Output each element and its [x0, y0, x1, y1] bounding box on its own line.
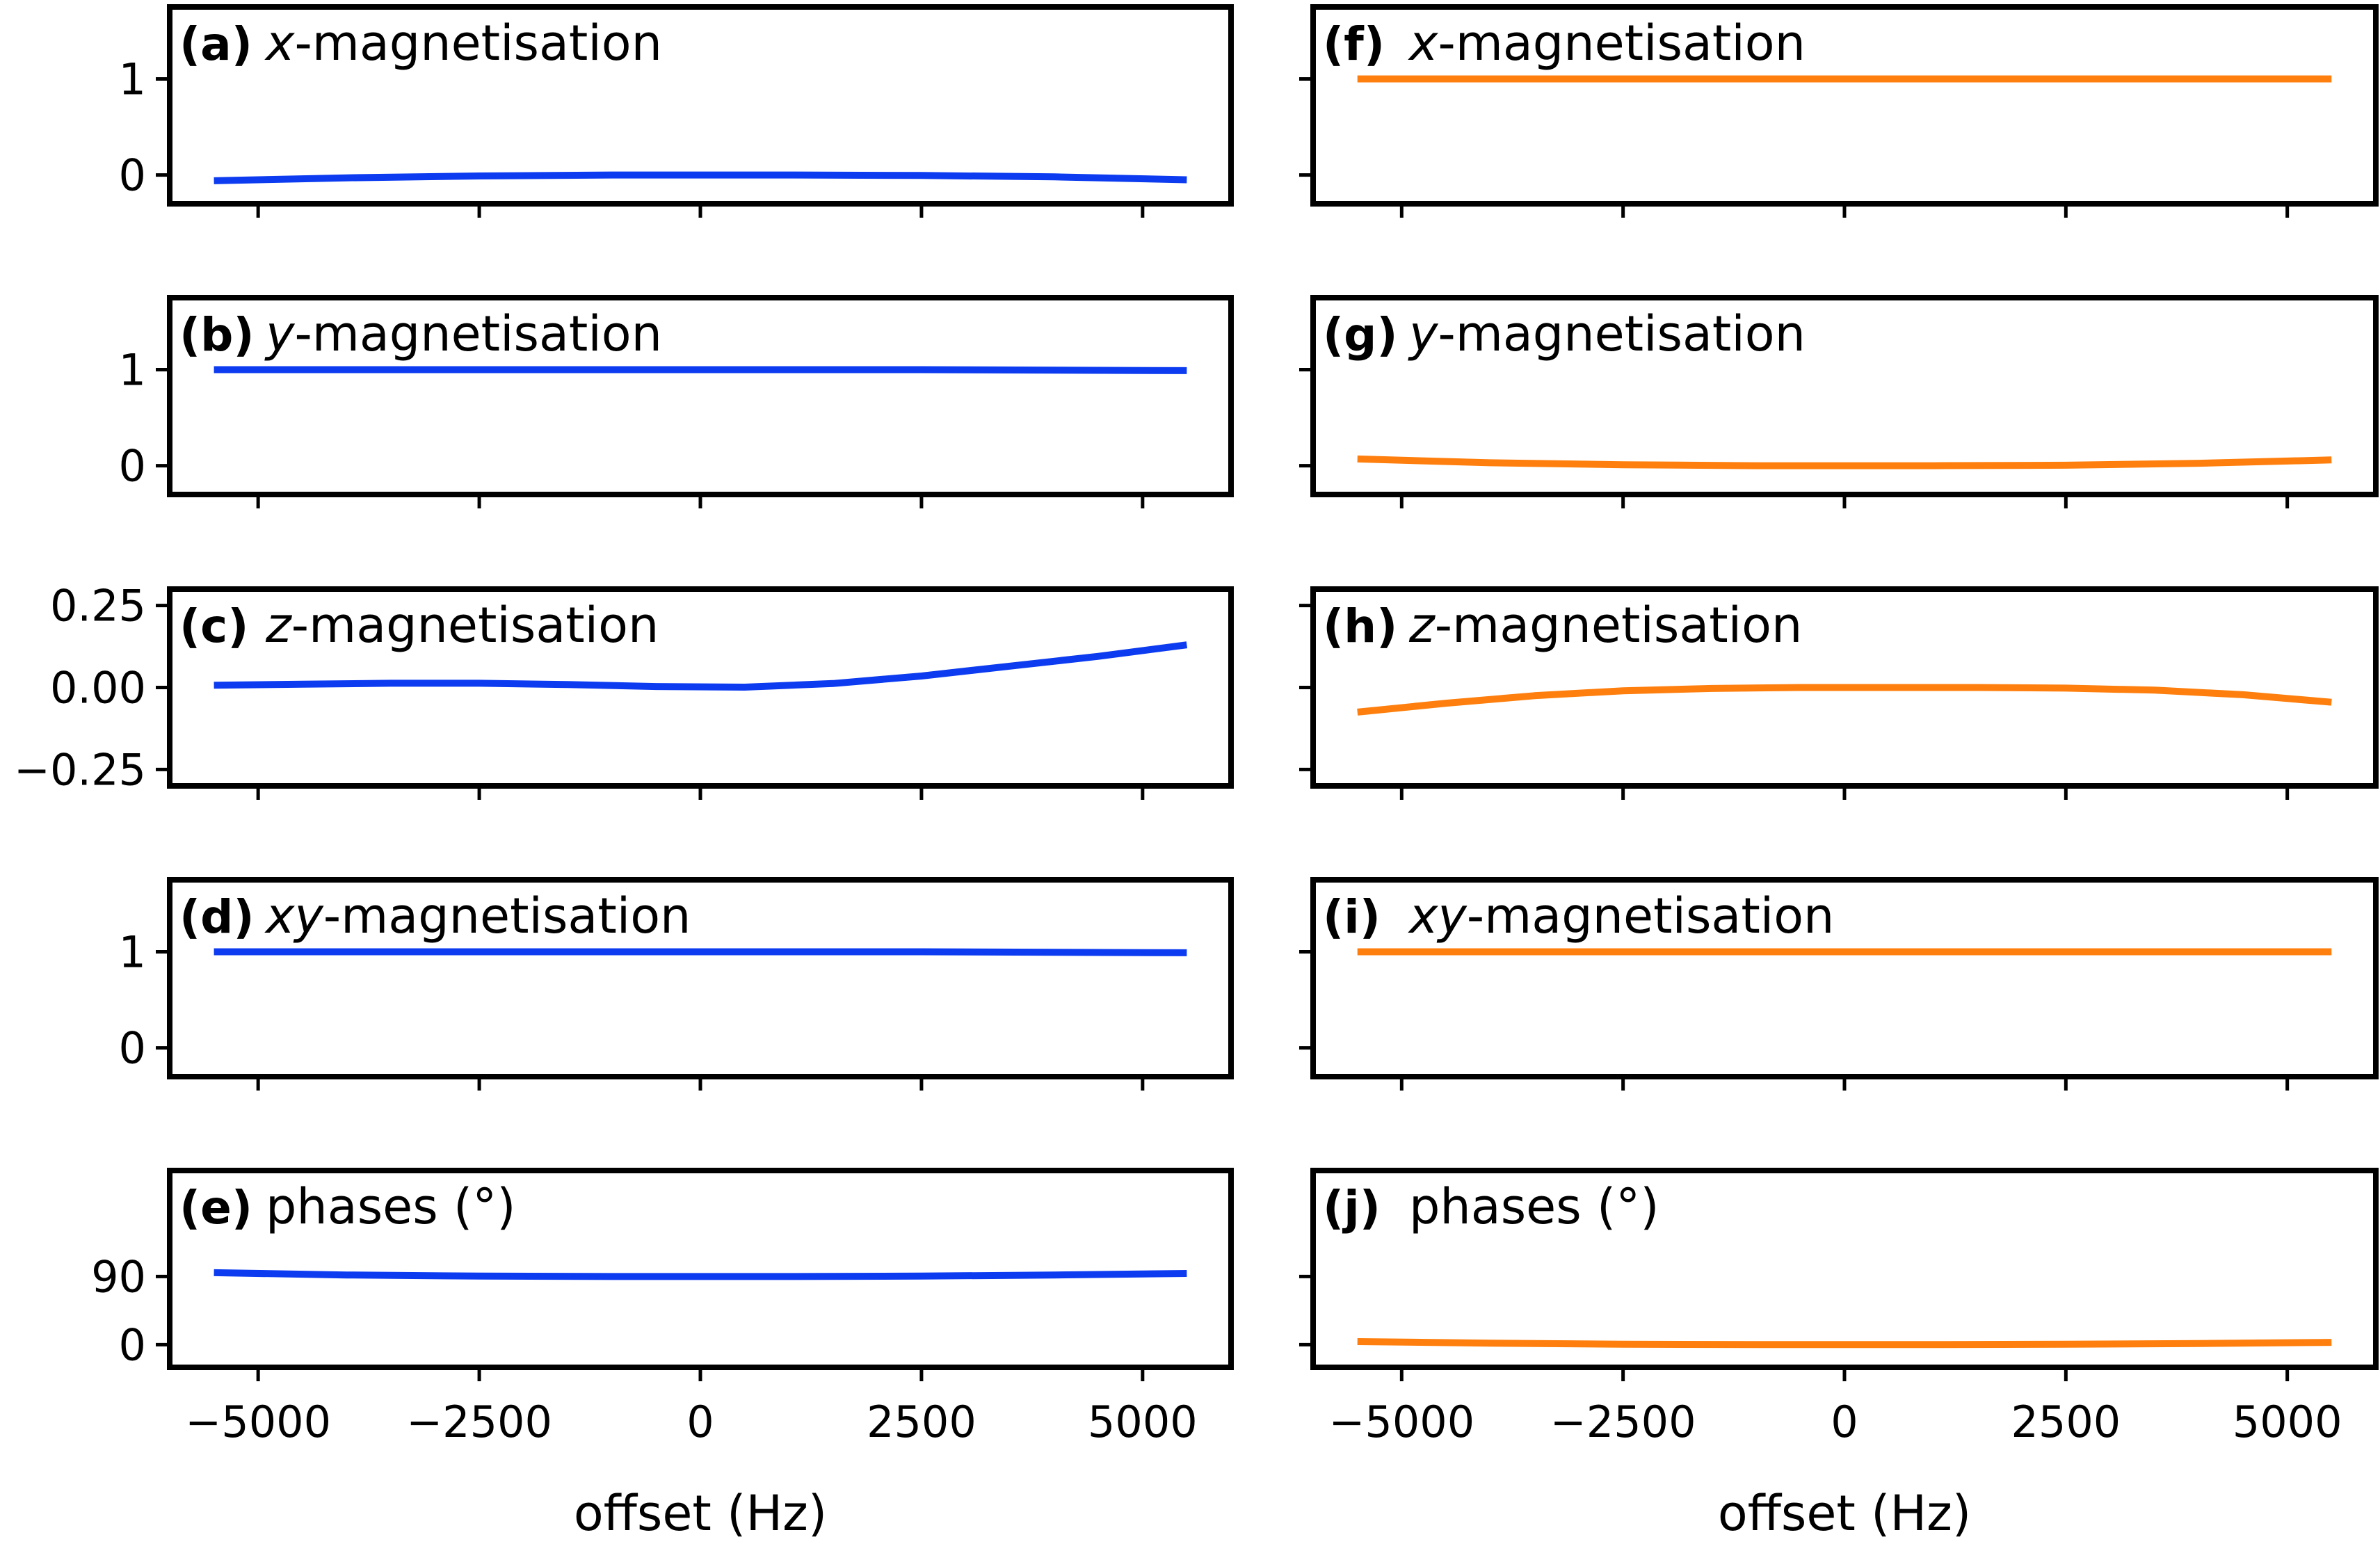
- panel-title-axis: xy: [1408, 887, 1468, 944]
- y-tick-label: 0: [119, 150, 146, 201]
- panel-left-4: 0 90 −5000 −2500 0 2500 5000 (e) phases (°): [91, 1168, 1234, 1447]
- panel-title: y-magnetisation: [264, 305, 662, 362]
- panel-title-text: -magnetisation: [323, 887, 691, 944]
- x-tick-label: 5000: [2233, 1397, 2342, 1447]
- panel-title-axis: z: [1408, 597, 1436, 654]
- panel-right-1: (g) y-magnetisation: [1299, 295, 2379, 508]
- x-axis-label-right: offset (Hz): [1718, 1485, 1971, 1542]
- x-tick-label: −2500: [1550, 1397, 1696, 1447]
- series-line: [214, 948, 1187, 956]
- axes-frame: [1310, 1168, 2379, 1370]
- panel-right-4: −5000 −2500 0 2500 5000 (j) phases (°): [1299, 1168, 2379, 1447]
- panel-left-1: 0 1 (b) y-magnetisation: [119, 295, 1234, 508]
- x-axis-label-left: offset (Hz): [574, 1485, 827, 1542]
- x-tick-label: 0: [1831, 1397, 1858, 1447]
- panel-title: phases (°): [266, 1178, 516, 1235]
- panel-tag: (c): [179, 600, 248, 653]
- axes-frame: [1310, 295, 2379, 497]
- x-tick-label: 2500: [867, 1397, 976, 1447]
- axes-frame: [167, 877, 1234, 1079]
- y-tick-label: 0: [119, 1023, 146, 1074]
- axes-frame: [167, 4, 1234, 207]
- panel-right-3: (i) xy-magnetisation: [1299, 877, 2379, 1091]
- series-line: [1357, 455, 2332, 469]
- axes-frame: [1310, 586, 2379, 789]
- panel-title: z-magnetisation: [265, 597, 659, 654]
- panel-left-0: 0 1 (a) x-magnetisation: [119, 4, 1234, 218]
- x-tick-label: 5000: [1088, 1397, 1198, 1447]
- x-tick-label: 0: [686, 1397, 714, 1447]
- y-tick-label: 1: [119, 927, 146, 978]
- panel-right-2: (h) z-magnetisation: [1299, 586, 2379, 800]
- panel-title-axis: x: [1408, 15, 1438, 72]
- panel-left-2: 0.25 0.00 −0.25 (c) z-magnetisation: [14, 581, 1234, 800]
- panel-title-text: -magnetisation: [291, 597, 659, 654]
- panel-left-3: 0 1 (d) xy-magnetisation: [119, 877, 1234, 1091]
- y-tick-label: 0: [119, 441, 146, 492]
- axes-frame: [167, 295, 1234, 497]
- x-tick-label: −5000: [1328, 1397, 1474, 1447]
- panel-tag: (g): [1323, 308, 1398, 362]
- panel-tag: (e): [179, 1181, 252, 1235]
- panel-tag: (i): [1323, 890, 1381, 944]
- panel-title-axis: z: [265, 597, 293, 654]
- y-tick-label: 1: [119, 54, 146, 105]
- y-tick-label: 0.25: [50, 581, 146, 632]
- panel-title: x-magnetisation: [264, 15, 662, 72]
- panel-title-axis: xy: [264, 887, 324, 944]
- panel-title: phases (°): [1409, 1178, 1659, 1235]
- panel-title-text: phases (°): [266, 1178, 516, 1235]
- panel-title-axis: x: [264, 15, 295, 72]
- y-tick-label: −0.25: [14, 744, 146, 795]
- series-line: [1357, 684, 2332, 716]
- panel-title-axis: y: [264, 305, 296, 362]
- panel-tag: (a): [179, 17, 252, 71]
- panel-title-text: -magnetisation: [1435, 597, 1803, 654]
- panel-title: x-magnetisation: [1408, 15, 1806, 72]
- y-tick-label: 0: [119, 1319, 146, 1370]
- y-tick-label: 90: [91, 1251, 146, 1302]
- axes-frame: [1310, 877, 2379, 1079]
- series-line: [214, 366, 1187, 374]
- panel-title-text: -magnetisation: [1438, 305, 1806, 362]
- panel-title: xy-magnetisation: [1408, 887, 1834, 944]
- panel-title: z-magnetisation: [1408, 597, 1802, 654]
- axes-frame: [167, 586, 1234, 789]
- series-line: [214, 641, 1188, 691]
- panel-tag: (f): [1323, 17, 1385, 71]
- panel-title-text: -magnetisation: [1467, 887, 1835, 944]
- panel-tag: (j): [1323, 1181, 1381, 1235]
- series-line: [214, 171, 1187, 184]
- series-line: [214, 1269, 1187, 1280]
- x-tick-label: −2500: [406, 1397, 552, 1447]
- panel-title-text: -magnetisation: [294, 15, 662, 72]
- panel-tag: (h): [1323, 600, 1397, 653]
- x-tick-label: −5000: [185, 1397, 331, 1447]
- panel-title: xy-magnetisation: [264, 887, 691, 944]
- panel-title-text: -magnetisation: [294, 305, 662, 362]
- y-tick-label: 1: [119, 345, 146, 396]
- x-tick-label: 2500: [2011, 1397, 2121, 1447]
- axes-frame: [167, 1168, 1234, 1370]
- panel-title: y-magnetisation: [1408, 305, 1806, 362]
- panel-right-0: (f) x-magnetisation: [1299, 4, 2379, 218]
- panel-title-text: -magnetisation: [1438, 15, 1806, 72]
- series-line: [1357, 1338, 2332, 1349]
- axes-frame: [1310, 4, 2379, 207]
- panel-title-text: phases (°): [1409, 1178, 1659, 1235]
- panel-tag: (d): [179, 890, 255, 944]
- panel-title-axis: y: [1408, 305, 1439, 362]
- panel-tag: (b): [179, 308, 255, 362]
- y-tick-label: 0.00: [50, 663, 146, 714]
